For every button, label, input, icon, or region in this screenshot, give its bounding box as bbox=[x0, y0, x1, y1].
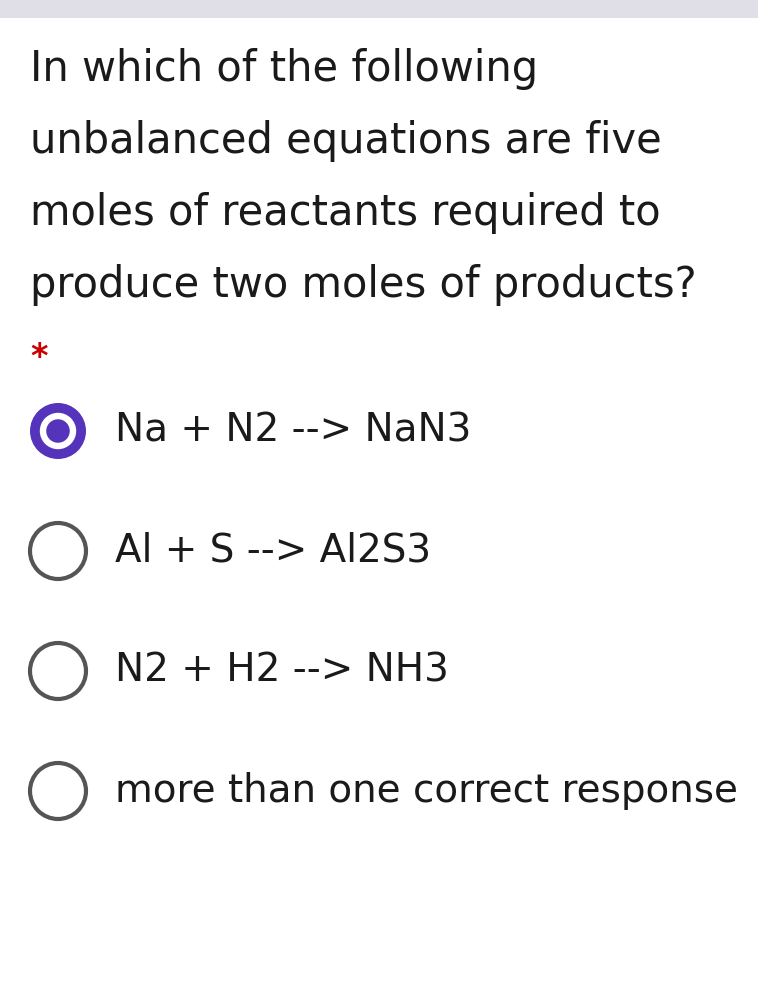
Circle shape bbox=[30, 643, 86, 699]
Circle shape bbox=[46, 420, 70, 442]
Text: unbalanced equations are five: unbalanced equations are five bbox=[30, 120, 662, 162]
Circle shape bbox=[30, 763, 86, 819]
Text: moles of reactants required to: moles of reactants required to bbox=[30, 192, 661, 234]
FancyBboxPatch shape bbox=[0, 0, 758, 18]
Text: *: * bbox=[30, 341, 48, 374]
Circle shape bbox=[40, 413, 77, 449]
Circle shape bbox=[30, 523, 86, 579]
Text: produce two moles of products?: produce two moles of products? bbox=[30, 264, 697, 306]
Text: Na + N2 --> NaN3: Na + N2 --> NaN3 bbox=[115, 412, 471, 450]
Text: N2 + H2 --> NH3: N2 + H2 --> NH3 bbox=[115, 652, 449, 690]
Circle shape bbox=[30, 403, 86, 459]
Text: more than one correct response: more than one correct response bbox=[115, 772, 738, 810]
Text: Al + S --> Al2S3: Al + S --> Al2S3 bbox=[115, 532, 431, 570]
Text: In which of the following: In which of the following bbox=[30, 48, 538, 90]
